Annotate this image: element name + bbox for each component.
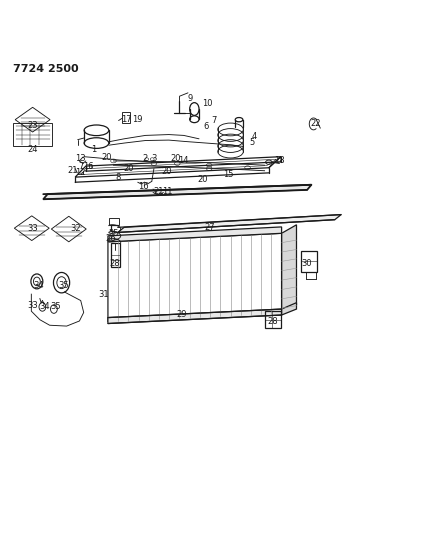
Polygon shape: [14, 216, 49, 240]
Ellipse shape: [189, 116, 199, 123]
Text: 20: 20: [170, 155, 180, 163]
Text: 20: 20: [123, 164, 133, 173]
Text: 7724 2500: 7724 2500: [14, 64, 79, 74]
Polygon shape: [43, 185, 311, 199]
Text: 1: 1: [91, 146, 96, 155]
Bar: [86, 164, 91, 168]
Text: 35: 35: [58, 281, 69, 290]
Text: 10: 10: [201, 100, 212, 108]
Text: 31: 31: [98, 289, 109, 298]
Text: 21: 21: [153, 187, 164, 196]
Text: 14: 14: [178, 157, 189, 165]
Polygon shape: [15, 107, 50, 132]
Ellipse shape: [39, 303, 46, 311]
Text: 2: 2: [142, 155, 148, 163]
Text: 30: 30: [300, 259, 311, 268]
Polygon shape: [108, 233, 281, 322]
Ellipse shape: [84, 138, 109, 148]
Text: 19: 19: [131, 115, 142, 124]
Text: 34: 34: [39, 302, 50, 311]
Ellipse shape: [57, 277, 66, 289]
Text: 28: 28: [109, 259, 120, 268]
Text: 34: 34: [34, 281, 44, 290]
Polygon shape: [75, 157, 280, 177]
Text: 23: 23: [27, 120, 38, 130]
Text: 33: 33: [27, 224, 38, 233]
Polygon shape: [281, 225, 296, 313]
Ellipse shape: [235, 118, 242, 122]
Text: 24: 24: [27, 145, 38, 154]
Text: 9: 9: [187, 94, 192, 103]
Bar: [109, 218, 118, 225]
Text: 15: 15: [223, 171, 233, 180]
Text: 20: 20: [197, 175, 207, 184]
Text: 12: 12: [75, 167, 86, 176]
Text: 27: 27: [204, 223, 214, 232]
Text: 26: 26: [105, 235, 115, 244]
Bar: [264, 311, 280, 328]
Text: 32: 32: [70, 224, 80, 233]
Text: 22: 22: [310, 119, 320, 128]
Text: 5: 5: [249, 138, 254, 147]
Text: 7: 7: [78, 161, 83, 171]
Bar: [300, 251, 316, 272]
Ellipse shape: [189, 103, 199, 116]
Ellipse shape: [33, 277, 40, 286]
Polygon shape: [118, 215, 340, 232]
Text: 7: 7: [210, 116, 216, 125]
Polygon shape: [51, 216, 86, 242]
Text: 3: 3: [151, 155, 156, 163]
Ellipse shape: [50, 305, 57, 313]
Text: 8: 8: [115, 173, 120, 182]
Text: 35: 35: [51, 302, 61, 311]
Bar: [122, 112, 130, 124]
Text: 20: 20: [161, 167, 172, 176]
Polygon shape: [108, 309, 281, 324]
Polygon shape: [108, 227, 281, 242]
Text: 18: 18: [273, 157, 284, 165]
Text: 16: 16: [83, 161, 93, 171]
Ellipse shape: [53, 272, 69, 293]
Text: 16: 16: [138, 182, 148, 191]
Text: 6: 6: [203, 123, 208, 132]
Text: 25: 25: [108, 229, 118, 238]
Ellipse shape: [84, 125, 109, 135]
Text: 17: 17: [121, 115, 131, 124]
Text: 29: 29: [176, 310, 187, 319]
Ellipse shape: [31, 274, 43, 289]
Text: 21: 21: [67, 166, 77, 175]
Text: 28: 28: [266, 317, 277, 326]
Text: 13: 13: [75, 154, 86, 163]
Bar: [110, 243, 120, 268]
Text: 11: 11: [162, 187, 173, 196]
Text: 33: 33: [27, 301, 38, 310]
Bar: [14, 123, 52, 147]
Text: 4: 4: [251, 132, 256, 141]
Polygon shape: [281, 303, 296, 315]
Text: 20: 20: [102, 154, 112, 163]
